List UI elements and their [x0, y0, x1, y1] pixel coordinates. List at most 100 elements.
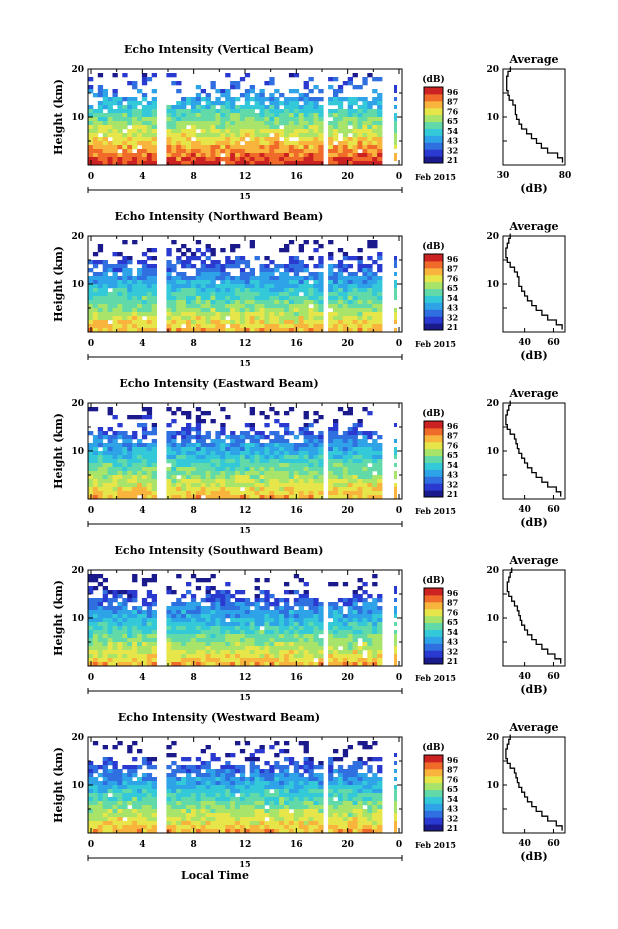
heatmap-cell: [244, 264, 251, 269]
heatmap-cell: [132, 105, 138, 110]
heatmap-cell: [357, 614, 363, 619]
heatmap-cell: [357, 606, 363, 611]
heatmap-cell: [102, 471, 108, 476]
heatmap-cell: [333, 602, 339, 607]
heatmap-cell: [259, 280, 265, 285]
heatmap-cell: [166, 491, 172, 496]
heatmap-cell: [254, 475, 260, 480]
heatmap-cell: [127, 809, 133, 814]
heatmap-cell: [377, 662, 383, 667]
heatmap-cell: [205, 109, 211, 114]
heatmap-cell: [215, 650, 221, 655]
heatmap-cell: [210, 809, 216, 814]
heatmap-cell: [97, 483, 104, 488]
heatmap-cell: [235, 741, 241, 746]
heatmap-cell: [394, 284, 397, 288]
heatmap-cell: [235, 630, 241, 635]
heatmap-cell: [337, 121, 344, 126]
heatmap-cell: [97, 109, 104, 114]
heatmap-cell: [244, 97, 251, 102]
day-label: 15: [239, 358, 250, 368]
heatmap-cell: [88, 260, 94, 265]
heatmap-cell: [225, 467, 231, 472]
heatmap-cell: [333, 276, 339, 281]
heatmap-cell: [230, 793, 236, 798]
heatmap-cell: [171, 483, 177, 488]
heatmap-cell: [225, 260, 231, 265]
heatmap-cell: [352, 479, 358, 484]
heatmap-cell: [337, 642, 344, 647]
heatmap-cell: [318, 141, 324, 146]
heatmap-cell: [210, 781, 216, 786]
heatmap-cell: [127, 638, 133, 643]
heatmap-cell: [176, 157, 182, 162]
heatmap-cell: [342, 312, 349, 317]
heatmap-cell: [107, 658, 113, 663]
heatmap-cell: [318, 264, 324, 269]
heatmap-cell: [328, 439, 334, 444]
heatmap-cell: [293, 574, 300, 579]
heatmap-cell: [122, 264, 128, 269]
heatmap-cell: [107, 634, 113, 639]
colorbar-tick-label: 87: [447, 431, 458, 441]
heatmap-cell: [146, 642, 153, 647]
heatmap-cell: [107, 161, 113, 166]
heatmap-cell: [220, 483, 226, 488]
heatmap-cell: [259, 93, 265, 98]
heatmap-cell: [279, 662, 285, 667]
heatmap-cell: [176, 276, 182, 281]
heatmap-cell: [377, 300, 383, 305]
heatmap-cell: [151, 113, 157, 118]
heatmap-cell: [141, 801, 148, 806]
heatmap-cell: [122, 785, 128, 790]
heatmap-cell: [112, 268, 118, 273]
heatmap-cell: [88, 145, 94, 150]
heatmap-cell: [117, 626, 123, 631]
heatmap-cell: [215, 101, 221, 106]
heatmap-cell: [190, 574, 197, 579]
heatmap-cell: [127, 292, 133, 297]
heatmap-cell: [166, 296, 172, 301]
heatmap-cell: [137, 284, 143, 289]
heatmap-cell: [288, 491, 295, 496]
heatmap-cell: [132, 817, 138, 822]
heatmap-cell: [333, 89, 339, 94]
heatmap-cell: [244, 642, 251, 647]
heatmap-cell: [141, 471, 148, 476]
heatmap-cell: [244, 781, 251, 786]
heatmap-cell: [352, 137, 358, 142]
heatmap-cell: [259, 117, 265, 122]
heatmap-cell: [107, 455, 113, 460]
heatmap-cell: [298, 646, 304, 651]
heatmap-cell: [151, 316, 157, 321]
heatmap-cell: [293, 654, 300, 659]
heatmap-cell: [357, 109, 363, 114]
heatmap-cell: [352, 141, 358, 146]
heatmap-cell: [259, 487, 265, 492]
heatmap-cell: [394, 288, 397, 292]
heatmap-cell: [132, 487, 138, 492]
heatmap-cell: [141, 789, 148, 794]
heatmap-cell: [186, 642, 192, 647]
heatmap-cell: [181, 304, 187, 309]
heatmap-cell: [313, 308, 319, 313]
heatmap-cell: [171, 149, 177, 154]
heatmap-cell: [215, 769, 221, 774]
heatmap-cell: [215, 276, 221, 281]
colorbar-swatch: [424, 316, 443, 324]
heatmap-cell: [274, 419, 280, 424]
heatmap-cell: [394, 650, 397, 654]
heatmap-cell: [132, 626, 138, 631]
heatmap-cell: [122, 634, 128, 639]
heatmap-cell: [298, 125, 304, 130]
heatmap-cell: [264, 638, 270, 643]
heatmap-cell: [186, 769, 192, 774]
heatmap-cell: [195, 586, 202, 591]
heatmap-cell: [259, 606, 265, 611]
heatmap-cell: [284, 491, 290, 496]
heatmap-cell: [146, 264, 153, 269]
heatmap-cell: [210, 495, 216, 500]
heatmap-cell: [333, 296, 339, 301]
heatmap-cell: [112, 761, 118, 766]
heatmap-cell: [112, 296, 118, 301]
